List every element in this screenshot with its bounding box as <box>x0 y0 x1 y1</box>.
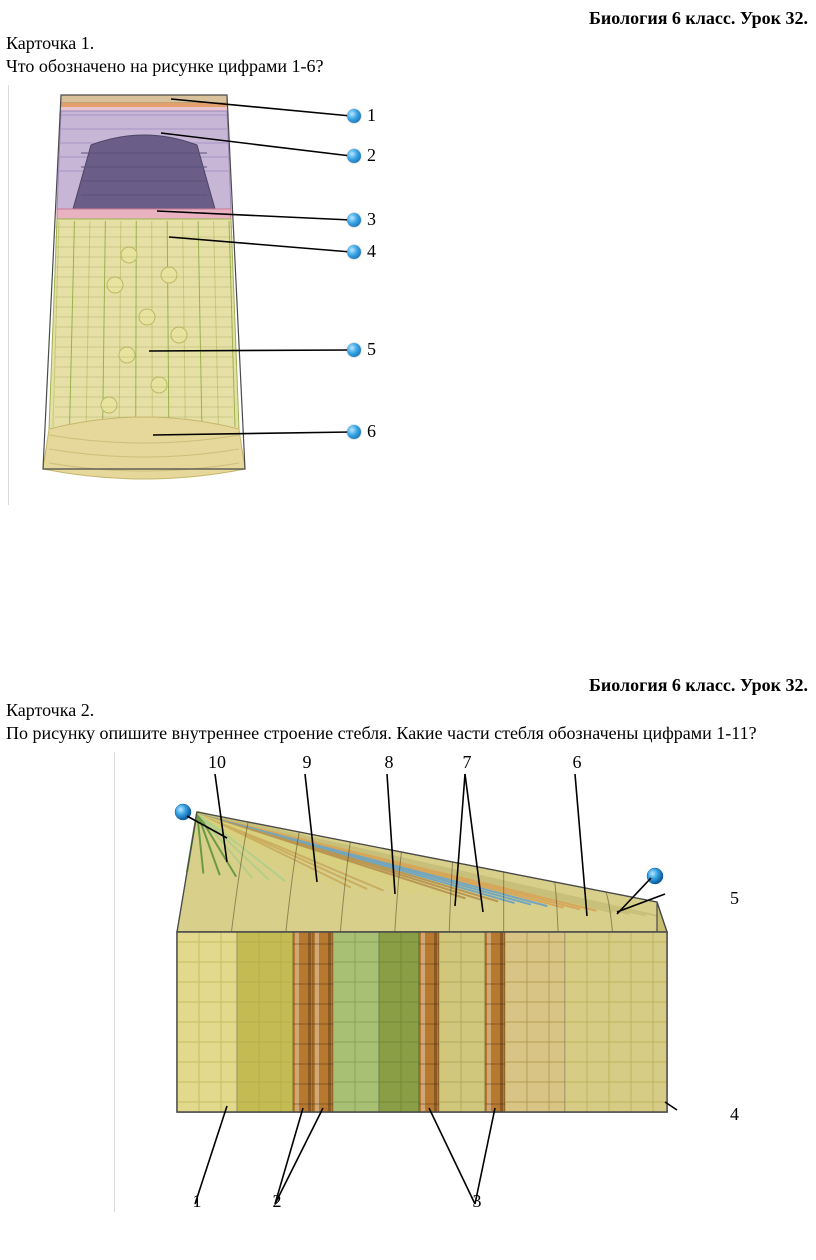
card1-question: Что обозначено на рисунке цифрами 1-6? <box>6 56 812 77</box>
figure-2-svg <box>117 752 717 1212</box>
figure-1: 1 2 3 4 5 6 <box>8 85 419 505</box>
marker-label: 1 <box>185 1191 209 1212</box>
marker-label: 5 <box>367 339 376 360</box>
marker-label: 5 <box>730 888 739 909</box>
page-header-1: Биология 6 класс. Урок 32. <box>4 8 808 29</box>
marker-label: 4 <box>367 241 376 262</box>
marker-label: 2 <box>265 1191 289 1212</box>
marker-label: 9 <box>295 752 319 773</box>
marker-label: 1 <box>367 105 376 126</box>
marker-label: 3 <box>367 209 376 230</box>
card2-question: По рисунку опишите внутреннее строение с… <box>6 723 812 744</box>
figure-1-svg <box>19 85 419 485</box>
marker-bullet <box>347 343 361 357</box>
marker-label: 3 <box>465 1191 489 1212</box>
page-header-2: Биология 6 класс. Урок 32. <box>4 675 808 696</box>
marker-label: 4 <box>730 1104 739 1125</box>
card1-title: Карточка 1. <box>6 33 812 54</box>
marker-bullet <box>347 109 361 123</box>
marker-bullet <box>347 213 361 227</box>
marker-bullet <box>347 245 361 259</box>
marker-label: 7 <box>455 752 479 773</box>
marker-bullet <box>347 425 361 439</box>
marker-label: 8 <box>377 752 401 773</box>
card2-title: Карточка 2. <box>6 700 812 721</box>
marker-label: 6 <box>367 421 376 442</box>
figure-2: 10987654123 <box>114 752 727 1212</box>
marker-label: 6 <box>565 752 589 773</box>
marker-label: 2 <box>367 145 376 166</box>
marker-label: 10 <box>205 752 229 773</box>
marker-bullet <box>347 149 361 163</box>
